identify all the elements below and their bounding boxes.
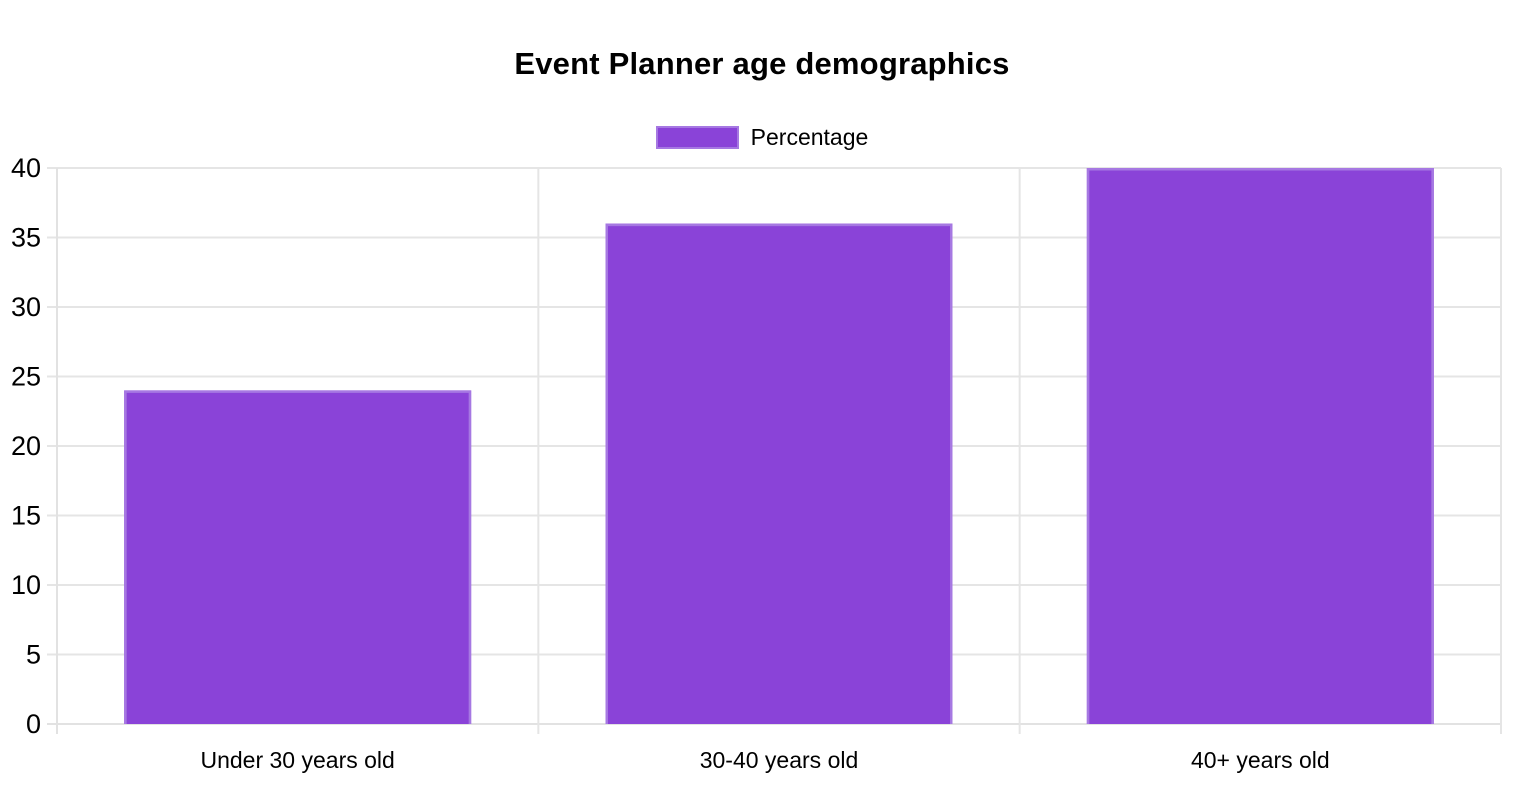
y-axis-tick-label: 20 bbox=[11, 431, 41, 461]
y-axis-tick-label: 10 bbox=[11, 570, 41, 600]
y-axis-tick-label: 25 bbox=[11, 362, 41, 392]
legend-item-percentage[interactable]: Percentage bbox=[655, 124, 869, 151]
bar-border bbox=[124, 390, 472, 724]
y-axis-tick-label: 15 bbox=[11, 501, 41, 531]
bar-border bbox=[1086, 168, 1434, 724]
legend-label: Percentage bbox=[750, 124, 869, 150]
x-axis-label: 40+ years old bbox=[1191, 747, 1330, 773]
chart-title: Event Planner age demographics bbox=[514, 46, 1010, 81]
y-axis-tick-label: 5 bbox=[26, 640, 41, 670]
bar-border bbox=[605, 223, 953, 724]
y-axis-tick-label: 30 bbox=[11, 292, 41, 322]
y-axis-tick-label: 40 bbox=[11, 153, 41, 183]
y-axis-tick-label: 0 bbox=[26, 709, 41, 739]
legend-swatch bbox=[655, 126, 739, 149]
chart-legend: Percentage bbox=[0, 124, 1524, 151]
bar-under-30-years-old bbox=[124, 390, 472, 724]
x-axis-label: 30-40 years old bbox=[700, 747, 859, 773]
bar-40-years-old bbox=[1086, 168, 1434, 724]
y-axis-tick-label: 35 bbox=[11, 223, 41, 253]
x-axis-label: Under 30 years old bbox=[200, 747, 394, 773]
bar-30-40-years-old bbox=[605, 223, 953, 724]
